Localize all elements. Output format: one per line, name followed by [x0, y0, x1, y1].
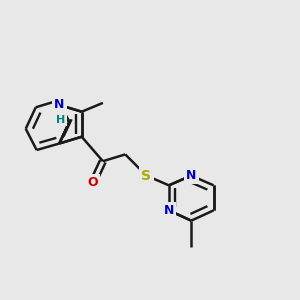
Text: O: O [88, 176, 98, 189]
Text: N: N [54, 98, 64, 111]
Text: N: N [164, 204, 174, 217]
Text: N: N [186, 169, 196, 182]
Text: N: N [164, 204, 174, 217]
Text: O: O [88, 176, 98, 189]
Text: N: N [186, 169, 196, 182]
Text: S: S [142, 169, 152, 183]
Text: S: S [142, 169, 152, 183]
Text: H: H [56, 115, 65, 125]
Text: N: N [54, 98, 64, 111]
